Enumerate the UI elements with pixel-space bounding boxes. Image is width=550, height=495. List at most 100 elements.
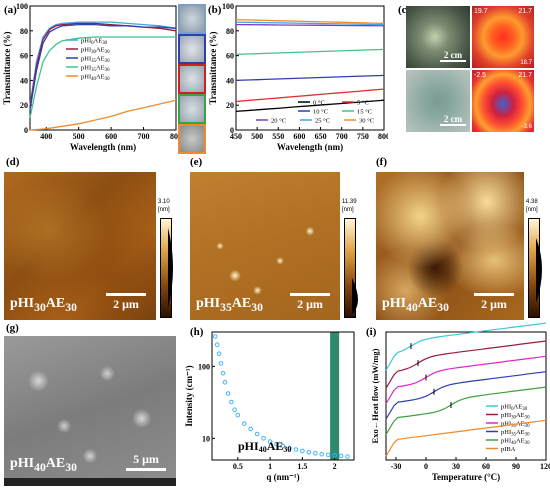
height-max-e: 11.39 (342, 199, 357, 205)
b-x-tick-label-4: 650 (315, 132, 327, 141)
b-x-axis-label: Wavelength (nm) (277, 142, 343, 152)
b-x-tick-label-5: 700 (336, 132, 348, 141)
h-x-tick-label-3: 2 (333, 462, 337, 471)
h-data-point-0 (212, 334, 218, 339)
sem-image-g: pHI40AE30 5 μm (4, 336, 176, 486)
b-x-tick-label-1: 500 (251, 132, 263, 141)
panel-i: (i) -30 0 30 60 90 120 Temperature (°C) Exo←Hea… (362, 322, 550, 490)
h-y-tick-label-1: 100 (198, 362, 210, 371)
b-y-tick-label-2: 40 (226, 76, 234, 85)
b-y-tick-label-1: 20 (226, 101, 234, 110)
height-max-d: 3.10 (158, 199, 170, 205)
panel-h: (h) 0.5 1 1.5 2 10 100 q (nm⁻¹) Intensity (cm⁻¹… (180, 322, 360, 490)
i-series-line-4 (385, 386, 547, 435)
i-legend-label-5: pIBA (501, 446, 516, 453)
i-x-tick-label-3: 60 (482, 462, 490, 471)
height-unit-f: [nm] (526, 207, 538, 213)
a-series-line-4 (29, 99, 177, 131)
a-y-tick-label-0: 0 (24, 126, 28, 135)
b-series-line-2 (235, 74, 385, 82)
temp-max-top: 21.7 (518, 8, 532, 15)
h-data-point-20 (306, 450, 312, 455)
h-data-point-22 (319, 452, 324, 457)
i-x-tick-label-4: 90 (512, 462, 520, 471)
i-series-line-2 (385, 355, 547, 405)
saxs-chart-h: 0.5 1 1.5 2 10 100 q (nm⁻¹) Intensity (cm⁻¹) pHI… (184, 331, 355, 482)
h-highlight-band (330, 332, 340, 460)
h-data-point-1 (214, 342, 220, 348)
sem-info-bar (4, 478, 176, 486)
thermal-image-top: 21.7 18.7 19.7 (472, 6, 534, 68)
temp-min-top: 18.7 (520, 60, 532, 66)
panel-a: (a) 400 500 600 700 800 0 20 40 60 80 100 Wavelengt… (0, 0, 182, 162)
sem-scale-bar: 5 μm (126, 452, 166, 472)
b-series-line-4 (235, 23, 385, 27)
panel-label-e: (e) (190, 156, 203, 168)
h-data-point-17 (287, 445, 292, 451)
a-x-tick-label-3: 700 (138, 132, 150, 141)
b-legend-label-1: 5 °C (357, 100, 369, 107)
temp-min-bottom: -2.5 (474, 72, 487, 79)
h-data-point-19 (300, 448, 305, 454)
sample-photo-5 (178, 124, 206, 154)
a-y-tick-label-1: 20 (20, 101, 28, 110)
succulent-photo-top: 2 cm (406, 6, 470, 68)
sample-photo-3 (178, 64, 206, 94)
afm-image-d: pHI30AE30 2 μm (4, 172, 156, 320)
h-data-point-13 (261, 436, 266, 441)
h-data-point-2 (216, 351, 222, 357)
a-y-tick-label-5: 100 (16, 2, 28, 11)
h-data-point-25 (338, 453, 344, 459)
b-legend-label-5: 25 °C (315, 118, 330, 125)
b-y-tick-label-3: 60 (226, 52, 234, 61)
i-series-line-1 (385, 340, 547, 389)
i-x-tick-label-0: -30 (391, 462, 402, 471)
b-series-line-0 (235, 99, 385, 113)
b-series-line-6 (235, 18, 385, 25)
panel-label-b: (b) (208, 4, 222, 16)
b-legend-label-0: 0 °C (313, 100, 325, 107)
a-y-axis-label: Transmittance (%) (2, 31, 12, 104)
scale-bar-bottom: 2 cm (440, 114, 466, 126)
b-legend-label-2: 10 °C (313, 109, 328, 116)
height-histogram-d (168, 228, 173, 308)
h-sample-annotation: pHI40AE30 (238, 439, 291, 454)
i-legend-label-1: pHI30AE30 (501, 412, 530, 421)
a-series-line-0 (29, 21, 177, 106)
i-plot-frame (385, 331, 547, 461)
h-data-point-6 (225, 391, 231, 396)
afm-sample-label-f: pHI40AE30 (382, 296, 449, 314)
sample-photo-4 (178, 94, 206, 124)
i-y-axis-label: Exo←Heat flow (mW/mg) (370, 348, 380, 443)
afm-scale-bar-d: 2 μm (106, 293, 146, 312)
a-x-axis-label: Wavelength (nm) (70, 142, 136, 152)
thermal-image-bottom: 21.7 -2.5 -3.6 (472, 70, 534, 132)
panel-label-d: (d) (6, 156, 20, 168)
sem-sample-label: pHI40AE30 (10, 456, 77, 474)
h-data-point-15 (274, 441, 279, 447)
b-y-tick-label-5: 100 (222, 2, 234, 11)
sample-photo-strip (178, 4, 206, 154)
height-unit-d: [nm] (158, 207, 170, 213)
panel-label-h: (h) (190, 326, 204, 338)
b-y-axis-label: Transmittance (%) (208, 31, 218, 104)
panel-label-i: (i) (366, 326, 377, 338)
h-data-point-3 (218, 361, 224, 366)
b-plot-frame (235, 5, 385, 131)
a-y-tick-label-4: 80 (20, 27, 28, 36)
h-data-point-14 (267, 439, 273, 444)
b-series-line-1 (235, 88, 385, 103)
a-x-tick-label-4: 800 (170, 132, 180, 141)
b-legend-label-3: 15 °C (357, 109, 372, 116)
b-y-tick-label-4: 80 (226, 27, 234, 36)
i-legend-label-4: pHI40AE30 (501, 438, 530, 447)
scale-bar-top: 2 cm (440, 50, 466, 62)
b-x-tick-label-6: 750 (357, 132, 369, 141)
panel-label-g: (g) (6, 322, 19, 334)
height-histogram-f (536, 238, 542, 303)
dsc-chart-i: -30 0 30 60 90 120 Temperature (°C) Exo←Heat fl… (370, 322, 550, 482)
h-x-tick-label-0: 0.5 (233, 462, 243, 471)
i-legend-label-0: pHI0AE30 (501, 404, 528, 413)
h-data-point-7 (229, 399, 234, 405)
b-x-tick-label-0: 450 (230, 132, 242, 141)
